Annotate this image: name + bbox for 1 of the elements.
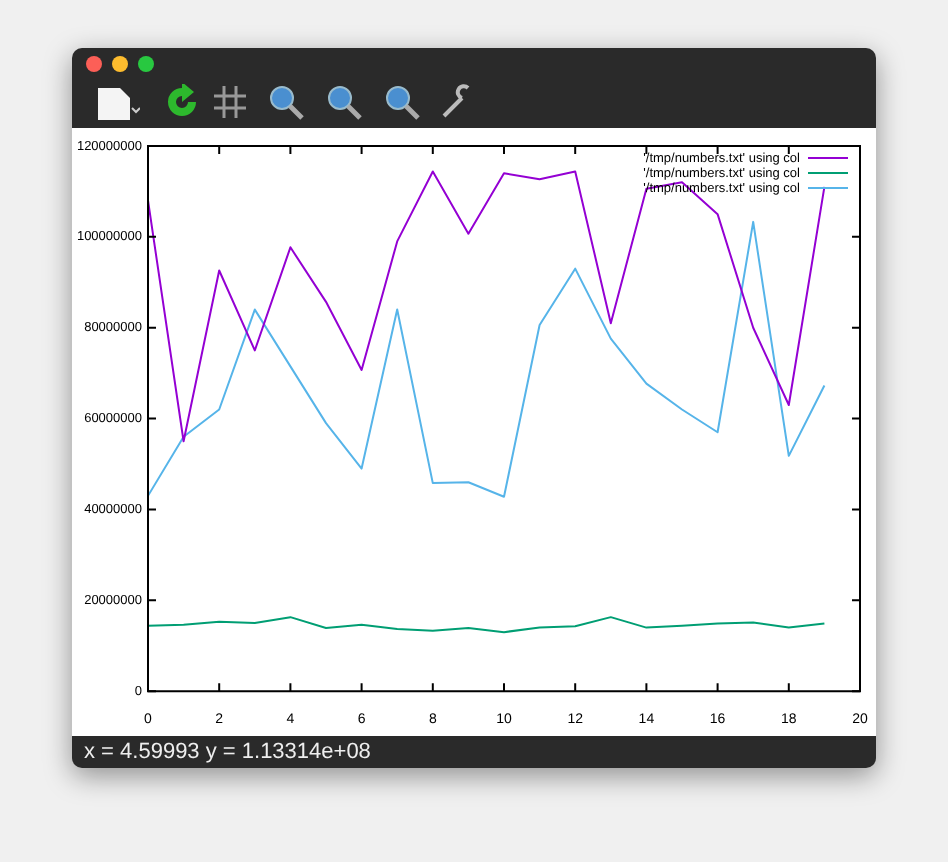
text: x = 4.59993 y = 1.13314e+08 (84, 740, 371, 764)
